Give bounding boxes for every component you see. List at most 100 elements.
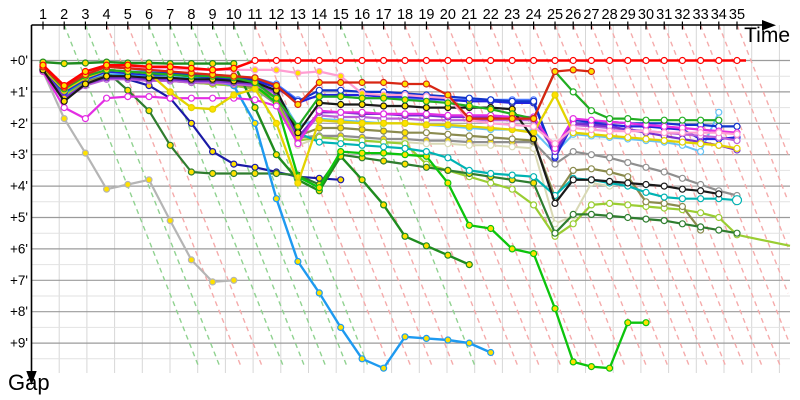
marker-green-mid bbox=[358, 94, 366, 102]
x-tick-label: 14 bbox=[311, 7, 327, 23]
marker-silver bbox=[81, 149, 90, 157]
marker-yellow bbox=[358, 119, 366, 127]
marker-red-leader bbox=[251, 56, 259, 65]
marker-red-leader bbox=[422, 56, 430, 65]
marker-pink bbox=[624, 127, 632, 135]
x-tick-label: 32 bbox=[674, 7, 690, 23]
marker-black bbox=[624, 179, 632, 187]
marker-pink bbox=[605, 127, 614, 135]
marker-crimson bbox=[251, 74, 259, 82]
marker-bright-green bbox=[605, 364, 614, 372]
marker-gray bbox=[678, 174, 687, 182]
marker-cream bbox=[422, 140, 430, 148]
marker-yellow bbox=[733, 144, 741, 152]
marker-turquoise bbox=[465, 166, 473, 174]
guide-line bbox=[211, 24, 349, 369]
guide-line bbox=[608, 24, 746, 369]
marker-yellow bbox=[251, 85, 259, 93]
marker-red-leader bbox=[508, 56, 516, 65]
marker-yellowgreen bbox=[487, 179, 495, 187]
marker-silver bbox=[145, 176, 153, 184]
marker-forest-green-2 bbox=[715, 226, 723, 234]
marker-crimson bbox=[551, 67, 559, 76]
marker-forest-green-2 bbox=[678, 220, 687, 228]
marker-dark-khaki bbox=[508, 135, 516, 143]
marker-pink bbox=[678, 129, 687, 137]
marker-green-mid bbox=[642, 116, 650, 124]
x-tick-label: 27 bbox=[583, 7, 599, 23]
marker-blue-1 bbox=[487, 96, 495, 104]
marker-yellow bbox=[272, 119, 280, 127]
marker-forest-green-2 bbox=[624, 213, 632, 222]
marker-red-leader bbox=[81, 67, 90, 76]
marker-turquoise bbox=[315, 138, 323, 146]
marker-forest-green-2 bbox=[380, 157, 388, 165]
marker-silver bbox=[209, 278, 217, 286]
marker-dodger-blue bbox=[465, 339, 473, 347]
marker-forest-green bbox=[444, 251, 452, 259]
y-tick-label: +8' bbox=[10, 304, 28, 319]
marker-forest-green bbox=[60, 59, 68, 68]
marker-forest-green bbox=[272, 151, 280, 159]
x-tick-label: 29 bbox=[620, 7, 636, 23]
guide-line bbox=[663, 24, 789, 340]
axis-labels: 1 2 3 4 5 6 7 8 9 10 11 12 13 14 15 16 17 18 19 20 21 22 23 24 2… bbox=[10, 7, 745, 351]
marker-black bbox=[569, 176, 577, 184]
marker-crimson bbox=[465, 114, 473, 123]
marker-magenta bbox=[166, 94, 174, 102]
x-tick-label: 1 bbox=[39, 7, 47, 23]
guide-line bbox=[63, 24, 200, 369]
x-tick-label: 19 bbox=[418, 7, 434, 23]
marker-silver bbox=[187, 256, 195, 264]
guide-line bbox=[361, 24, 498, 369]
line-black bbox=[42, 69, 719, 205]
marker-pink bbox=[551, 140, 559, 148]
marker-yellow bbox=[294, 179, 302, 187]
marker-red-leader bbox=[337, 56, 345, 65]
marker-red-leader bbox=[209, 66, 217, 74]
marker-turquoise bbox=[487, 169, 495, 178]
marker-silver bbox=[60, 114, 68, 123]
marker-black bbox=[102, 72, 111, 80]
marker-magenta bbox=[60, 103, 68, 112]
marker-dodger-blue bbox=[315, 289, 323, 297]
marker-red-leader bbox=[715, 56, 723, 65]
marker-dark-khaki bbox=[465, 132, 473, 140]
marker-black bbox=[81, 80, 90, 88]
marker-turquoise bbox=[444, 154, 452, 162]
marker-green-mid bbox=[605, 114, 614, 123]
marker-red-leader bbox=[60, 81, 68, 90]
marker-magenta bbox=[444, 111, 452, 120]
marker-yellow bbox=[209, 105, 217, 113]
marker-black bbox=[358, 100, 366, 109]
x-axis-arrow bbox=[762, 20, 776, 31]
marker-yellow bbox=[465, 122, 473, 131]
marker-red-leader bbox=[642, 56, 650, 65]
marker-navy-early bbox=[187, 119, 195, 127]
marker-pink bbox=[696, 129, 705, 137]
marker-magenta bbox=[337, 108, 345, 116]
x-tick-label: 31 bbox=[656, 7, 672, 23]
marker-red-leader bbox=[551, 56, 559, 65]
marker-cream bbox=[508, 143, 516, 151]
guide-line bbox=[572, 24, 709, 369]
x-tick-label: 34 bbox=[711, 7, 727, 23]
marker-yellowgreen bbox=[587, 201, 596, 209]
marker-turquoise bbox=[401, 144, 409, 152]
marker-crimson bbox=[294, 100, 302, 109]
guide-line bbox=[297, 24, 434, 369]
x-tick-label: 33 bbox=[693, 7, 709, 23]
marker-green-mid bbox=[294, 122, 302, 131]
marker-magenta bbox=[124, 92, 132, 101]
marker-pink bbox=[272, 66, 280, 74]
x-tick-label: 23 bbox=[504, 7, 520, 23]
guide-line bbox=[425, 24, 563, 369]
marker-turquoise bbox=[508, 171, 516, 179]
marker-black bbox=[337, 100, 345, 109]
x-tick-label: 30 bbox=[638, 7, 654, 23]
marker-sky-blue bbox=[715, 108, 723, 116]
marker-red-leader bbox=[187, 64, 195, 72]
marker-red-leader bbox=[605, 56, 614, 65]
marker-black bbox=[587, 176, 596, 184]
